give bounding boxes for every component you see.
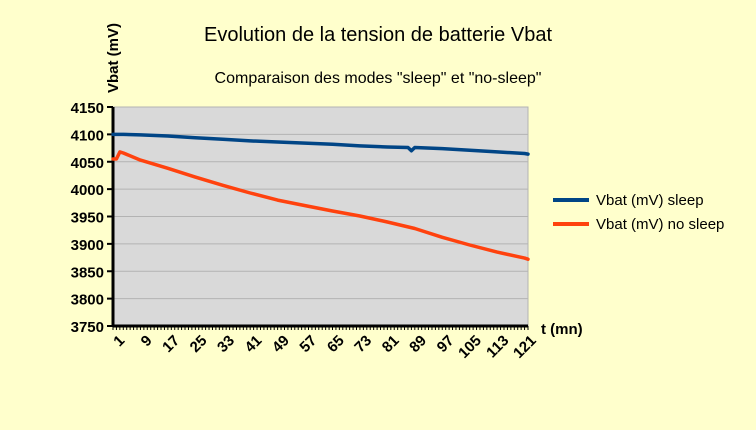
x-tick-label: 49 [269, 332, 293, 356]
y-tick-label: 3850 [71, 264, 104, 281]
chart-subtitle: Comparaison des modes "sleep" et "no-sle… [215, 70, 542, 87]
x-tick-label: 33 [214, 332, 238, 356]
x-tick-label: 113 [483, 332, 512, 361]
y-tick-label: 3950 [71, 210, 104, 227]
y-tick-label: 3800 [71, 292, 104, 309]
y-tick-label: 4050 [71, 155, 104, 172]
y-tick-label: 4100 [71, 127, 104, 144]
chart-title: Evolution de la tension de batterie Vbat [204, 24, 552, 46]
x-tick-label: 1 [110, 332, 128, 350]
x-tick-label: 89 [406, 332, 430, 356]
y-tick-label: 3900 [71, 237, 104, 254]
y-tick-label: 4000 [71, 182, 104, 199]
x-tick-label: 73 [351, 332, 375, 356]
x-tick-label: 97 [434, 332, 458, 356]
x-axis-label: t (mn) [541, 321, 583, 338]
x-tick-label: 121 [510, 332, 540, 362]
y-tick-label: 3750 [71, 319, 104, 336]
legend: Vbat (mV) sleep Vbat (mV) no sleep [553, 192, 724, 233]
legend-label: Vbat (mV) no sleep [596, 216, 724, 233]
x-tick-label: 105 [455, 332, 485, 362]
plot-area: 3750 3800 3850 3900 3950 4000 4050 4100 4150 1 9 17… [71, 100, 540, 362]
y-axis-label: Vbat (mV) [105, 23, 122, 93]
x-tick-label: 57 [296, 332, 320, 356]
x-tick-label: 81 [379, 332, 403, 356]
x-tick-label: 9 [138, 332, 156, 350]
series-line-no-sleep [111, 150, 530, 261]
x-tick-label: 65 [324, 332, 348, 356]
y-tick-label: 4150 [71, 100, 104, 117]
x-tick-label: 41 [242, 332, 266, 356]
x-tick-label: 17 [159, 332, 183, 356]
series-line-sleep [111, 132, 530, 156]
legend-label: Vbat (mV) sleep [596, 192, 704, 209]
x-tick-label: 25 [187, 332, 211, 356]
